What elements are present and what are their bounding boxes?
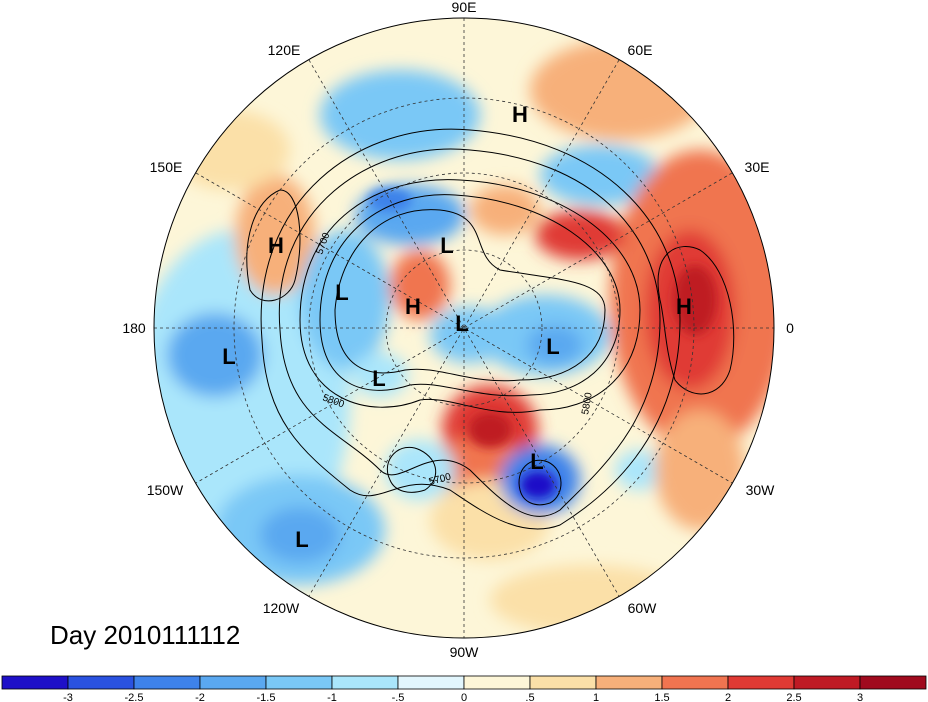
low-center-label: L: [546, 334, 559, 359]
colorbar-swatch: [661, 675, 729, 690]
high-center-label: H: [676, 294, 692, 319]
low-center-label: L: [455, 311, 468, 336]
colorbar-swatch: [133, 675, 201, 690]
colorbar-swatch: [67, 675, 135, 690]
colorbar-tick-label: -.5: [392, 692, 405, 702]
colorbar-tick-label: 0: [461, 692, 467, 702]
low-center-label: L: [222, 344, 235, 369]
longitude-labels: 90E 60E 30E 0 30W 60W 90W 120W 150W 180 …: [122, 0, 794, 660]
low-center-label: L: [372, 366, 385, 391]
high-center-label: H: [405, 294, 421, 319]
lon-label-0: 0: [786, 320, 794, 336]
colorbar-tick-label: 3: [857, 692, 863, 702]
high-center-label: H: [512, 102, 528, 127]
contour-label: 5800: [580, 391, 595, 415]
colorbar-swatch: [331, 675, 399, 690]
low-center-label: L: [335, 280, 348, 305]
height-contours: [246, 128, 735, 530]
map-boundary: [153, 17, 775, 639]
colorbar-swatch: [463, 675, 531, 690]
colorbar-swatch: [727, 675, 795, 690]
low-center-label: L: [440, 233, 453, 258]
lon-label-90e: 90E: [452, 0, 477, 15]
lon-label-60w: 60W: [628, 600, 658, 616]
colorbar-tick-label: -2: [195, 692, 205, 702]
lon-label-120w: 120W: [263, 600, 300, 616]
colorbar-swatch: [529, 675, 597, 690]
colorbar-tick-label: -1: [327, 692, 337, 702]
colorbar-tick-labels: -3 -2.5 -2 -1.5 -1 -.5 0 .5 1 1.5 2 2.5 3: [63, 692, 863, 702]
lon-label-120e: 120E: [268, 42, 301, 58]
colorbar-tick-label: 2.5: [786, 692, 801, 702]
colorbar: -3 -2.5 -2 -1.5 -1 -.5 0 .5 1 1.5 2 2.5 3: [1, 675, 927, 702]
date-title: Day 2010111112: [50, 620, 241, 650]
colorbar-swatch: [595, 675, 663, 690]
lon-label-180: 180: [122, 320, 146, 336]
lon-label-90w: 90W: [450, 644, 480, 660]
lon-label-30e: 30E: [745, 159, 770, 175]
lon-label-60e: 60E: [628, 42, 653, 58]
low-center-label: L: [295, 527, 308, 552]
colorbar-swatch: [199, 675, 267, 690]
low-center-label: L: [530, 449, 543, 474]
colorbar-tick-label: .5: [525, 692, 534, 702]
graticule: [154, 18, 774, 638]
colorbar-tick-label: -1.5: [257, 692, 276, 702]
colorbar-tick-label: 1.5: [654, 692, 669, 702]
colorbar-swatch: [859, 675, 927, 690]
colorbar-tick-label: 2: [725, 692, 731, 702]
colorbar-swatch: [265, 675, 333, 690]
colorbar-tick-label: -2.5: [125, 692, 144, 702]
high-center-label: H: [268, 233, 284, 258]
colorbar-swatches: [1, 675, 927, 690]
lon-label-30w: 30W: [746, 482, 776, 498]
colorbar-swatch: [397, 675, 465, 690]
colorbar-swatch: [793, 675, 861, 690]
colorbar-tick-label: -3: [63, 692, 73, 702]
lon-label-150w: 150W: [147, 482, 184, 498]
colorbar-tick-label: 1: [593, 692, 599, 702]
pressure-centers: H H H H L L L L L L L L: [222, 102, 692, 552]
lon-label-150e: 150E: [150, 159, 183, 175]
colorbar-swatch: [1, 675, 69, 690]
